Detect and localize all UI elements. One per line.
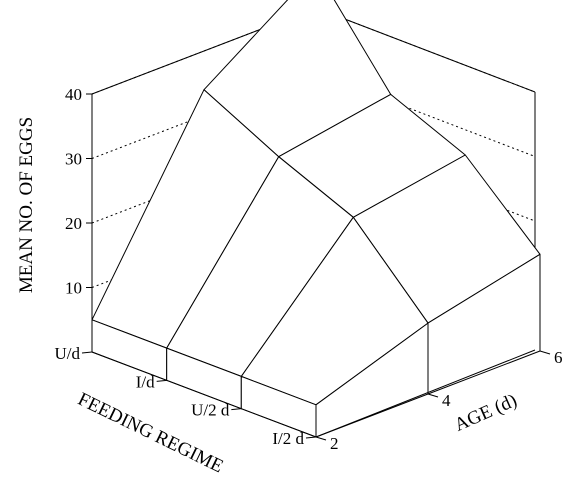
x-tick-label: 2 [330,434,339,453]
z-tick-label: I/2 d [272,429,304,448]
z-tick-label: U/2 d [191,401,230,420]
gridline-40 [91,7,536,95]
z-tick-label: I/d [136,372,155,391]
z-tick-mark [81,351,93,354]
y-tick-label: 20 [65,214,82,233]
surface-faces [91,0,541,438]
y-tick-label: 10 [65,279,82,298]
y-axis-title: MEAN NO. OF EGGS [16,117,37,293]
y-tick-label: 30 [65,150,82,169]
x-tick-mark [427,393,439,398]
gridline-30 [91,71,536,159]
z-tick-mark [305,436,317,439]
x-axis-title: AGE (d) [451,390,520,436]
z-tick-label: U/d [55,344,81,363]
x-tick-label: 4 [442,391,451,410]
x-tick-mark [315,436,327,441]
x-tick-label: 6 [554,348,563,367]
z-tick-mark [156,379,167,382]
tick-labels: 10 20 30 40 U/d I/d U/2 d I/2 d 2 4 6 [55,85,563,453]
x-tick-mark [539,350,551,355]
y-tick-label: 40 [65,85,82,104]
z-tick-mark [231,408,242,411]
